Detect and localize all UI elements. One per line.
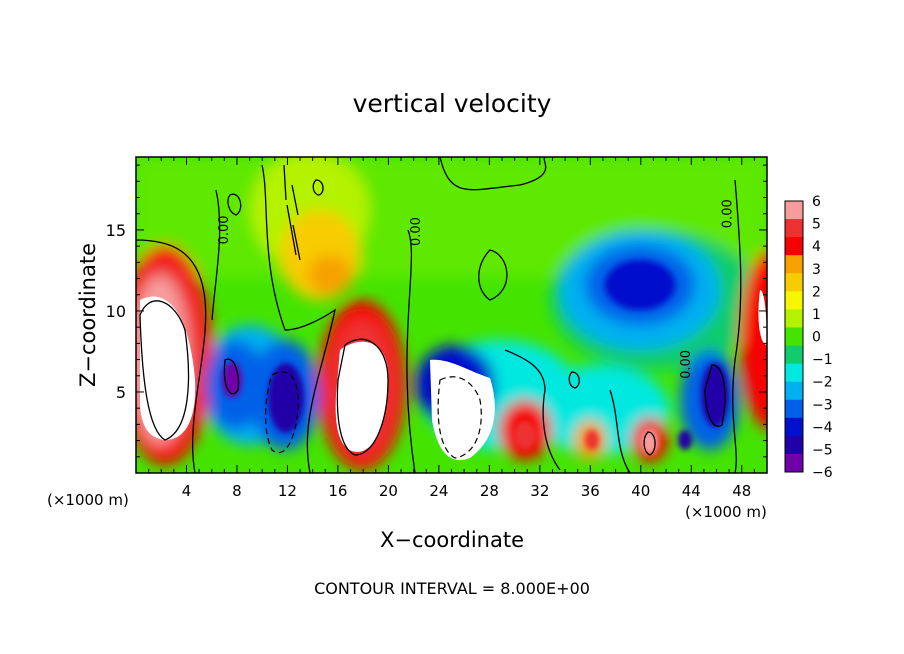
colorbar-swatch [785,417,803,437]
y-tick-labels: 5 10 15 [106,221,126,402]
contour-labels: 0.00 0.00 0.00 0.00 [217,199,736,379]
colorbar-swatch [785,381,803,401]
x-tick-label: 24 [429,482,448,500]
x-axis-label: X−coordinate [380,528,524,552]
colorbar-swatch [785,237,803,256]
colorbar-swatch [785,219,803,238]
chart-title: vertical velocity [353,89,552,118]
x-tick-label: 36 [581,482,600,500]
colorbar-swatch [785,435,803,455]
colorbar-label: 6 [812,194,821,210]
colorbar-swatch [785,309,803,328]
y-tick-label: 5 [116,383,126,402]
contour-label: 0.00 [409,217,424,246]
y-tick-label: 15 [106,221,126,240]
colorbar-swatch [785,327,803,347]
contour-interval-footer: CONTOUR INTERVAL = 8.000E+00 [314,579,590,598]
x-tick-label: 8 [232,482,242,500]
colorbar-label: −1 [812,352,833,368]
colorbar-label: −3 [812,397,833,413]
x-tick-label: 28 [480,482,499,500]
x-tick-label: 16 [328,482,347,500]
x-unit-left: (×1000 m) [47,491,129,509]
colorbar-label: 4 [812,239,821,255]
x-tick-label: 12 [278,482,297,500]
colorbar-label: −4 [812,420,833,436]
colorbar-label: −6 [812,465,833,481]
colorbar-swatch [785,255,803,274]
colorbar-label: 5 [812,217,821,233]
colorbar-labels: 6 5 4 3 2 1 0 −1 −2 −3 −4 −5 −6 [812,194,833,481]
contour-lines-negative [264,371,482,459]
x-tick-label: 40 [631,482,650,500]
frame-ticks [136,157,767,473]
colorbar-label: −2 [812,375,833,391]
colorbar-label: −5 [812,442,833,458]
x-tick-label: 44 [682,482,701,500]
contour-lines [136,157,742,473]
colorbar-swatch [785,345,803,365]
colorbar-swatch [785,453,803,473]
colorbar-label: 3 [812,262,821,278]
colorbar-frame [784,200,804,473]
x-tick-labels: 4 8 12 16 20 24 28 32 36 40 44 48 [182,482,752,500]
contour-label: 0.00 [721,199,736,228]
x-tick-label: 20 [379,482,398,500]
colorbar-swatch [785,291,803,310]
colorbar-label: 1 [812,307,821,323]
colorbar-swatch [785,201,803,220]
x-tick-label: 4 [182,482,192,500]
y-axis-label: Z−coordinate [76,243,100,387]
colorbar [784,200,804,473]
colorbar-swatch [785,399,803,419]
heatmap-field [136,157,767,473]
x-tick-label: 48 [732,482,751,500]
contour-label: 0.00 [679,350,694,379]
colorbar-label: 2 [812,284,821,300]
colorbar-swatch [785,363,803,383]
x-tick-label: 32 [530,482,549,500]
y-tick-label: 10 [106,302,126,321]
colorbar-label: 0 [812,330,821,346]
colorbar-swatch [785,273,803,292]
x-unit-right: (×1000 m) [685,503,767,521]
contour-label: 0.00 [217,215,232,244]
